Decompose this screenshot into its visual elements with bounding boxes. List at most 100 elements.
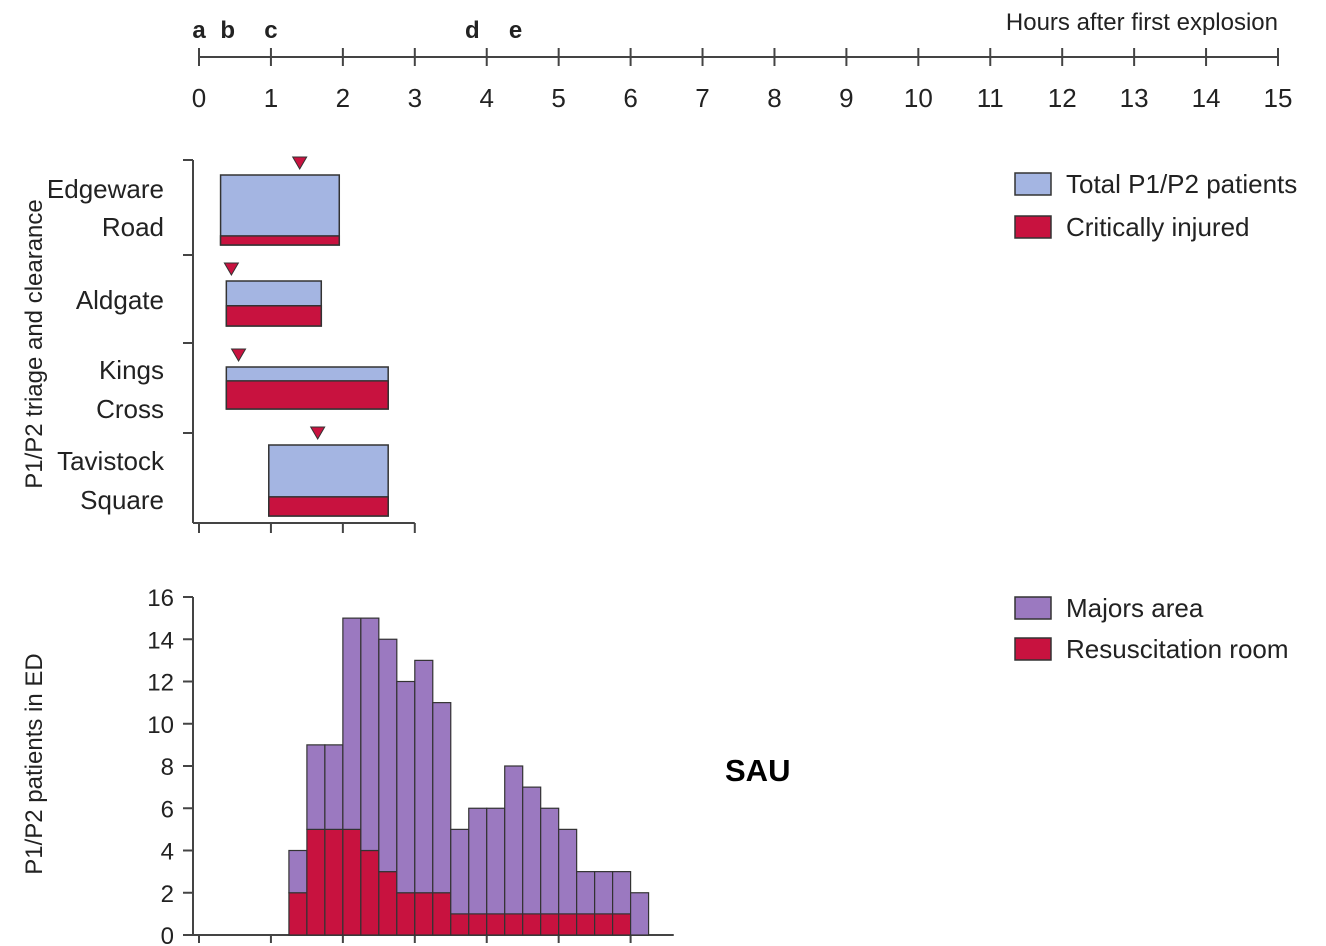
ed-bar-resuscitation <box>558 913 578 936</box>
ed-bar-majors <box>450 828 470 915</box>
ed-y-axis-title: P1/P2 patients in ED <box>21 653 48 874</box>
legend-swatch <box>1014 637 1052 661</box>
timeline-tick-label: 14 <box>1192 83 1221 113</box>
timeline-tick-label: 8 <box>767 83 781 113</box>
ed-bar-resuscitation <box>486 913 506 936</box>
triage-time-marker <box>309 426 326 440</box>
ed-y-tick-label: 12 <box>147 670 174 697</box>
ed-bar-resuscitation <box>288 892 308 936</box>
event-label-b: b <box>220 17 235 44</box>
ed-bar-resuscitation <box>540 913 560 936</box>
ed-bar-resuscitation <box>360 849 380 936</box>
triage-y-axis-title: P1/P2 triage and clearance <box>21 199 48 489</box>
triage-legend: Total P1/P2 patients Critically injured <box>1014 169 1297 242</box>
ed-y-tick-label: 8 <box>161 754 174 781</box>
ed-bar-majors <box>504 765 524 915</box>
triage-time-marker <box>230 348 247 362</box>
ed-bar-resuscitation <box>432 892 452 936</box>
triage-panel: P1/P2 triage and clearance Edgeware Road A… <box>21 156 416 533</box>
timeline-tick-label: 7 <box>695 83 709 113</box>
ed-y-tick-label: 2 <box>161 881 174 908</box>
ed-bar-majors <box>629 892 650 936</box>
ed-bar-majors <box>360 617 380 852</box>
ed-y-tick-label: 16 <box>147 585 174 612</box>
timeline-tick-label: 11 <box>977 83 1004 113</box>
triage-site-label: Road <box>102 212 164 242</box>
triage-bar-total <box>219 174 341 246</box>
timeline-tick-label: 2 <box>336 83 350 113</box>
timeline-tick-label: 0 <box>192 83 206 113</box>
timeline-axis: Hours after first explosion 0 1 2 3 4 5 6 7 8 9 10… <box>192 9 1293 113</box>
ed-bar-majors <box>342 617 362 830</box>
timeline-axis-title: Hours after first explosion <box>1006 9 1278 36</box>
timeline-tick-label: 9 <box>839 83 853 113</box>
ed-bar-resuscitation <box>450 913 470 936</box>
triage-site-label: Tavistock <box>57 446 165 476</box>
ed-bar-resuscitation <box>414 892 434 936</box>
triage-time-marker <box>291 156 308 170</box>
triage-site-label: Edgeware <box>47 174 164 204</box>
ed-y-tick-label: 6 <box>161 796 174 823</box>
timeline-tick-label: 15 <box>1264 83 1293 113</box>
ed-bar-majors <box>594 871 614 915</box>
ed-y-tick-label: 10 <box>147 712 174 739</box>
ed-bar-majors <box>612 871 632 915</box>
triage-bar-critical <box>219 235 341 246</box>
ed-bar-majors <box>378 638 398 873</box>
ed-y-tick-label: 4 <box>161 839 174 866</box>
ed-bar-majors <box>288 849 308 894</box>
ed-bar-majors <box>306 744 326 830</box>
ed-bar-resuscitation <box>594 913 614 936</box>
legend-label: Majors area <box>1066 593 1204 623</box>
ed-bar-resuscitation <box>504 913 524 936</box>
ed-bar-majors <box>468 807 488 915</box>
ed-bar-majors <box>540 807 560 915</box>
legend-swatch <box>1014 596 1052 620</box>
legend-label: Resuscitation room <box>1066 634 1289 664</box>
ed-bar-majors <box>558 828 578 915</box>
triage-bar-critical <box>225 380 389 410</box>
timeline-tick-label: 4 <box>479 83 493 113</box>
triage-site-label: Aldgate <box>76 285 164 315</box>
sau-annotation: SAU <box>725 753 790 788</box>
timeline-tick-label: 5 <box>551 83 565 113</box>
ed-bar-resuscitation <box>342 828 362 936</box>
ed-bar-majors <box>576 871 596 915</box>
event-label-d: d <box>465 17 480 44</box>
ed-bar-resuscitation <box>522 913 542 936</box>
ed-bar-resuscitation <box>306 828 326 936</box>
triage-site-label: Cross <box>96 394 164 424</box>
triage-time-marker <box>223 262 240 276</box>
ed-bar-majors <box>324 744 344 830</box>
ed-bar-majors <box>522 786 542 915</box>
timeline-tick-label: 1 <box>264 83 278 113</box>
event-label-a: a <box>192 17 206 44</box>
ed-bar-majors <box>432 702 452 894</box>
ed-y-tick-label: 0 <box>161 923 174 946</box>
ed-bar-majors <box>396 680 416 894</box>
ed-legend: Majors area Resuscitation room <box>1014 593 1289 664</box>
triage-bar-critical <box>225 305 323 327</box>
ed-bar-resuscitation <box>324 828 344 936</box>
ed-bar-resuscitation <box>612 913 632 936</box>
legend-label: Critically injured <box>1066 212 1250 242</box>
event-label-c: c <box>264 17 277 44</box>
triage-bar-critical <box>268 496 389 517</box>
ed-bar-resuscitation <box>396 892 416 936</box>
timeline-tick-label: 12 <box>1048 83 1077 113</box>
legend-swatch <box>1014 172 1052 196</box>
ed-bar-resuscitation <box>576 913 596 936</box>
legend-label: Total P1/P2 patients <box>1066 169 1297 199</box>
timeline-tick-label: 13 <box>1120 83 1149 113</box>
ed-bar-majors <box>414 659 434 894</box>
timeline-tick-label: 10 <box>904 83 933 113</box>
event-label-e: e <box>509 17 522 44</box>
ed-bar-resuscitation <box>378 871 398 936</box>
timeline-tick-label: 3 <box>408 83 422 113</box>
ed-bar-resuscitation <box>468 913 488 936</box>
legend-swatch <box>1014 215 1052 239</box>
timeline-tick-label: 6 <box>623 83 637 113</box>
triage-site-label: Kings <box>99 355 164 385</box>
ed-y-tick-label: 14 <box>147 627 174 654</box>
